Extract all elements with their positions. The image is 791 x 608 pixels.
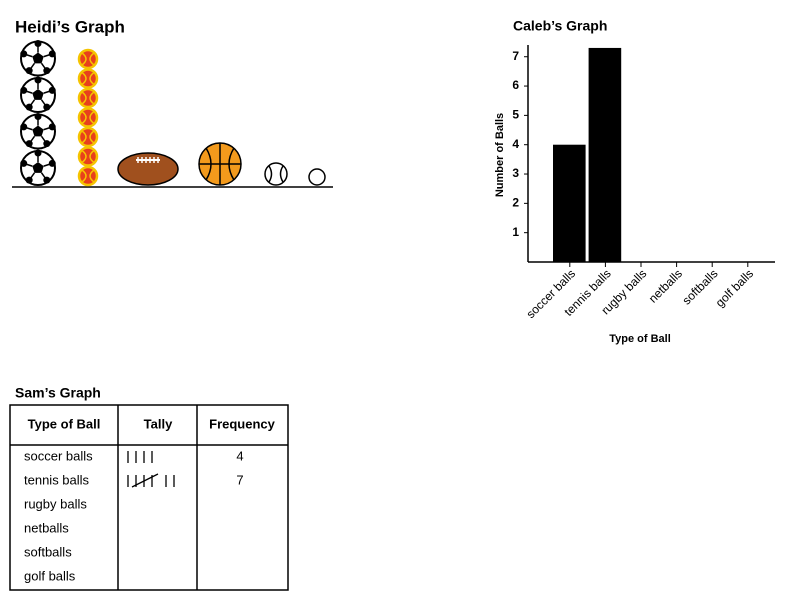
table-title: Sam’s Graph — [15, 385, 101, 401]
tennis-ball — [77, 146, 99, 167]
y-tick-label: 7 — [512, 49, 519, 63]
tennis-ball — [77, 87, 99, 109]
seam — [268, 165, 284, 183]
patch — [32, 162, 44, 173]
tally — [127, 473, 175, 488]
patch — [34, 40, 42, 47]
table-header: Frequency — [209, 416, 276, 431]
softball — [264, 162, 288, 186]
icon-stack — [308, 168, 326, 186]
seam — [81, 71, 95, 86]
seam — [29, 172, 36, 179]
row-label: soccer balls — [24, 448, 93, 463]
seam — [40, 172, 47, 179]
bar — [553, 144, 586, 262]
seam — [81, 169, 95, 183]
seam — [81, 52, 95, 66]
golf-ball — [308, 168, 326, 186]
patch — [34, 113, 42, 120]
patch — [48, 86, 56, 94]
patch — [20, 86, 28, 94]
patch — [48, 50, 56, 58]
seam — [40, 62, 47, 70]
x-tick-label: golf balls — [713, 266, 756, 309]
seam — [43, 90, 51, 94]
tally — [127, 451, 153, 463]
patch — [20, 159, 28, 167]
seam — [81, 130, 95, 144]
row-label: netballs — [24, 520, 69, 535]
icon-stack — [20, 40, 56, 186]
patch — [32, 52, 44, 64]
seam — [29, 135, 36, 143]
x-tick-label: netballs — [646, 266, 685, 305]
pictograph-title: Heidi’s Graph — [15, 17, 125, 36]
patch — [34, 149, 42, 157]
y-tick-label: 1 — [512, 225, 519, 239]
frequency: 4 — [236, 448, 243, 463]
table-header: Type of Ball — [28, 416, 101, 431]
patch — [34, 76, 42, 84]
seam — [29, 62, 36, 70]
patch — [32, 89, 44, 100]
tally-slash — [131, 473, 159, 488]
seam — [81, 149, 95, 164]
y-tick-label: 2 — [512, 196, 519, 210]
frequency: 7 — [236, 472, 243, 487]
x-axis-label: Type of Ball — [609, 333, 671, 345]
seam — [40, 99, 47, 106]
icon-stack — [264, 162, 288, 186]
seam — [199, 143, 241, 185]
y-tick-label: 5 — [512, 108, 519, 122]
table-header: Tally — [144, 416, 173, 431]
seam — [25, 126, 33, 131]
bar — [588, 47, 622, 262]
icon-stack — [198, 142, 242, 186]
tennis-ball — [77, 126, 99, 148]
patch — [20, 123, 28, 131]
seam — [25, 90, 33, 94]
row-label: tennis balls — [24, 472, 90, 487]
row-label: rugby balls — [24, 496, 87, 511]
y-tick-label: 3 — [512, 166, 519, 180]
seam — [43, 126, 51, 131]
seam — [43, 53, 51, 58]
row-label: golf balls — [24, 568, 76, 583]
icon-stack — [117, 152, 179, 186]
patch — [32, 125, 44, 137]
patch — [48, 123, 56, 131]
y-tick-label: 4 — [512, 137, 519, 151]
y-tick-label: 6 — [512, 78, 519, 92]
tennis-ball — [77, 107, 99, 128]
tennis-ball — [77, 165, 99, 187]
y-axis-label: Number of Balls — [494, 113, 506, 197]
icon-stack — [77, 48, 99, 187]
seam — [43, 163, 51, 167]
seam — [25, 53, 33, 58]
bar-title: Caleb’s Graph — [513, 18, 607, 34]
tennis-ball — [77, 68, 99, 89]
patch — [48, 159, 56, 167]
patch — [20, 50, 28, 58]
rugby-ball — [117, 152, 179, 186]
seam — [25, 163, 33, 167]
table-border — [9, 404, 289, 591]
seam — [29, 99, 36, 106]
seam — [40, 135, 47, 143]
seam — [81, 91, 95, 105]
seam — [81, 110, 95, 125]
row-label: softballs — [24, 544, 72, 559]
tennis-ball — [77, 48, 99, 70]
